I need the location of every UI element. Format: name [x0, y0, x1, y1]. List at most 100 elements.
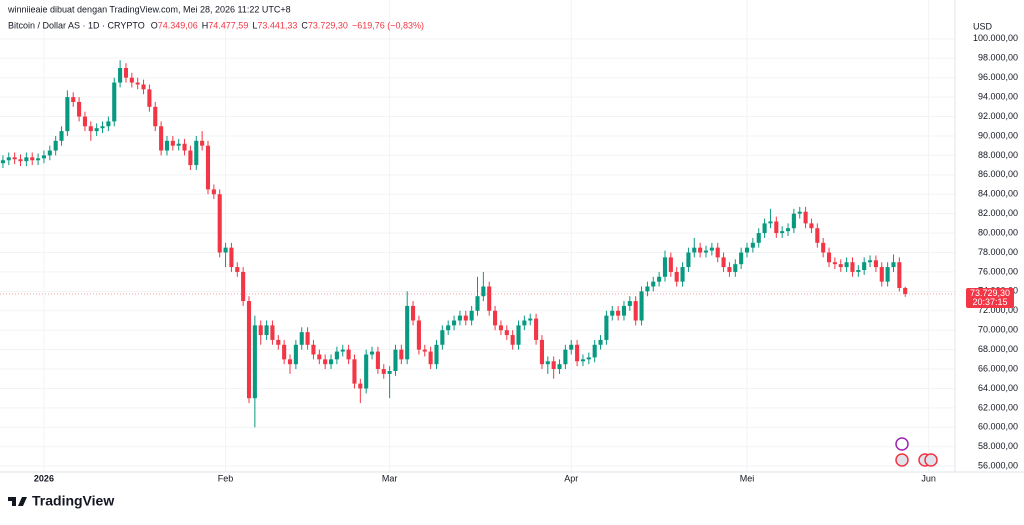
candle-body — [364, 354, 369, 389]
candle-body — [282, 344, 287, 360]
candle-body — [774, 221, 779, 234]
y-tick-label: 72.000,00 — [978, 305, 1018, 315]
candle-body — [422, 349, 427, 352]
candle-body — [6, 157, 11, 161]
candle-body — [205, 145, 211, 190]
candle-body — [733, 264, 738, 272]
y-tick-label: 94.000,00 — [978, 91, 1018, 101]
candle-body — [621, 305, 627, 316]
change: −619,76 (−0,83%) — [352, 20, 424, 30]
candle-body — [393, 349, 398, 371]
candle-body — [698, 247, 703, 253]
y-tick-label: 82.000,00 — [978, 208, 1018, 218]
candle-body — [873, 260, 878, 268]
candle-body — [516, 325, 521, 345]
y-tick-label: 92.000,00 — [978, 111, 1018, 121]
candle-body — [674, 271, 679, 282]
candle-body — [375, 351, 380, 370]
candle-body — [200, 140, 205, 146]
candle-body — [598, 339, 603, 345]
countdown: 20:37:15 — [972, 297, 1007, 307]
ohlc-key: H — [202, 20, 209, 30]
ohlc-value: 74.477,59 — [208, 20, 248, 30]
ohlc-key: O — [151, 20, 158, 30]
candle-body — [223, 247, 228, 253]
candle-body — [440, 330, 445, 345]
candle-body — [821, 242, 826, 253]
y-tick-label: 60.000,00 — [978, 422, 1018, 432]
candle-body — [791, 213, 796, 229]
candle-body — [645, 286, 650, 292]
candle-body — [293, 344, 298, 365]
candle-body — [346, 349, 351, 360]
y-tick-label: 70.000,00 — [978, 325, 1018, 335]
candle-body — [826, 252, 832, 263]
candle-body — [715, 247, 720, 258]
candle-body — [832, 262, 837, 265]
candle-body — [246, 301, 252, 399]
candle-body — [0, 160, 5, 164]
candle-body — [657, 276, 662, 282]
candle-body — [569, 344, 574, 350]
candle-body — [850, 262, 855, 272]
candle-body — [580, 359, 586, 362]
candle-body — [188, 150, 193, 166]
candle-body — [88, 126, 93, 132]
candle-body — [897, 262, 902, 288]
candle-body — [668, 257, 673, 272]
candle-body — [604, 315, 609, 340]
candle-body — [522, 320, 527, 326]
candle-body — [416, 320, 421, 350]
candle-body — [24, 157, 29, 162]
candle-body — [41, 155, 46, 159]
ohlc-value: 73.729,30 — [308, 20, 348, 30]
candle-body — [153, 106, 158, 127]
candle-body — [194, 140, 199, 166]
candle-body — [434, 344, 439, 365]
candle-body — [575, 344, 580, 362]
candle-body — [487, 286, 492, 311]
candle-body — [30, 157, 35, 161]
candle-body — [241, 271, 246, 302]
candle-body — [147, 89, 152, 107]
candle-body — [639, 291, 644, 321]
candle-body — [317, 354, 322, 360]
candle-body — [815, 228, 820, 243]
candle-body — [211, 189, 216, 195]
candle-body — [539, 339, 544, 365]
candle-body — [867, 260, 873, 263]
candle-body — [856, 269, 861, 272]
candle-body — [498, 325, 503, 331]
candle-body — [797, 211, 802, 214]
candle-body — [118, 67, 123, 83]
candle-body — [176, 143, 181, 146]
candle-body — [493, 310, 498, 326]
y-tick-label: 78.000,00 — [978, 247, 1018, 257]
candle-body — [463, 315, 468, 321]
candle-body — [739, 252, 744, 265]
candle-body — [170, 140, 175, 146]
candle-body — [258, 325, 263, 336]
candle-body — [77, 101, 82, 117]
x-tick-label: Mar — [382, 473, 398, 483]
candle-body — [18, 159, 23, 162]
y-tick-label: 58.000,00 — [978, 441, 1018, 451]
candle-body — [768, 221, 773, 224]
candle-body — [727, 267, 732, 272]
candle-body — [182, 143, 187, 151]
candle-body — [287, 359, 293, 365]
candle-body — [510, 335, 515, 345]
candle-body — [12, 157, 17, 160]
candle-body — [838, 264, 843, 268]
candle-body — [680, 267, 685, 282]
candle-body — [164, 140, 170, 151]
candle-body — [305, 332, 310, 345]
candle-body — [399, 349, 404, 360]
candle-body — [65, 97, 70, 132]
candle-body — [340, 349, 345, 352]
x-tick-label: Feb — [218, 473, 234, 483]
candle-body — [71, 97, 76, 102]
ohlc-value: 73.441,33 — [257, 20, 297, 30]
last-price-label: 73.729,30 — [970, 288, 1010, 298]
